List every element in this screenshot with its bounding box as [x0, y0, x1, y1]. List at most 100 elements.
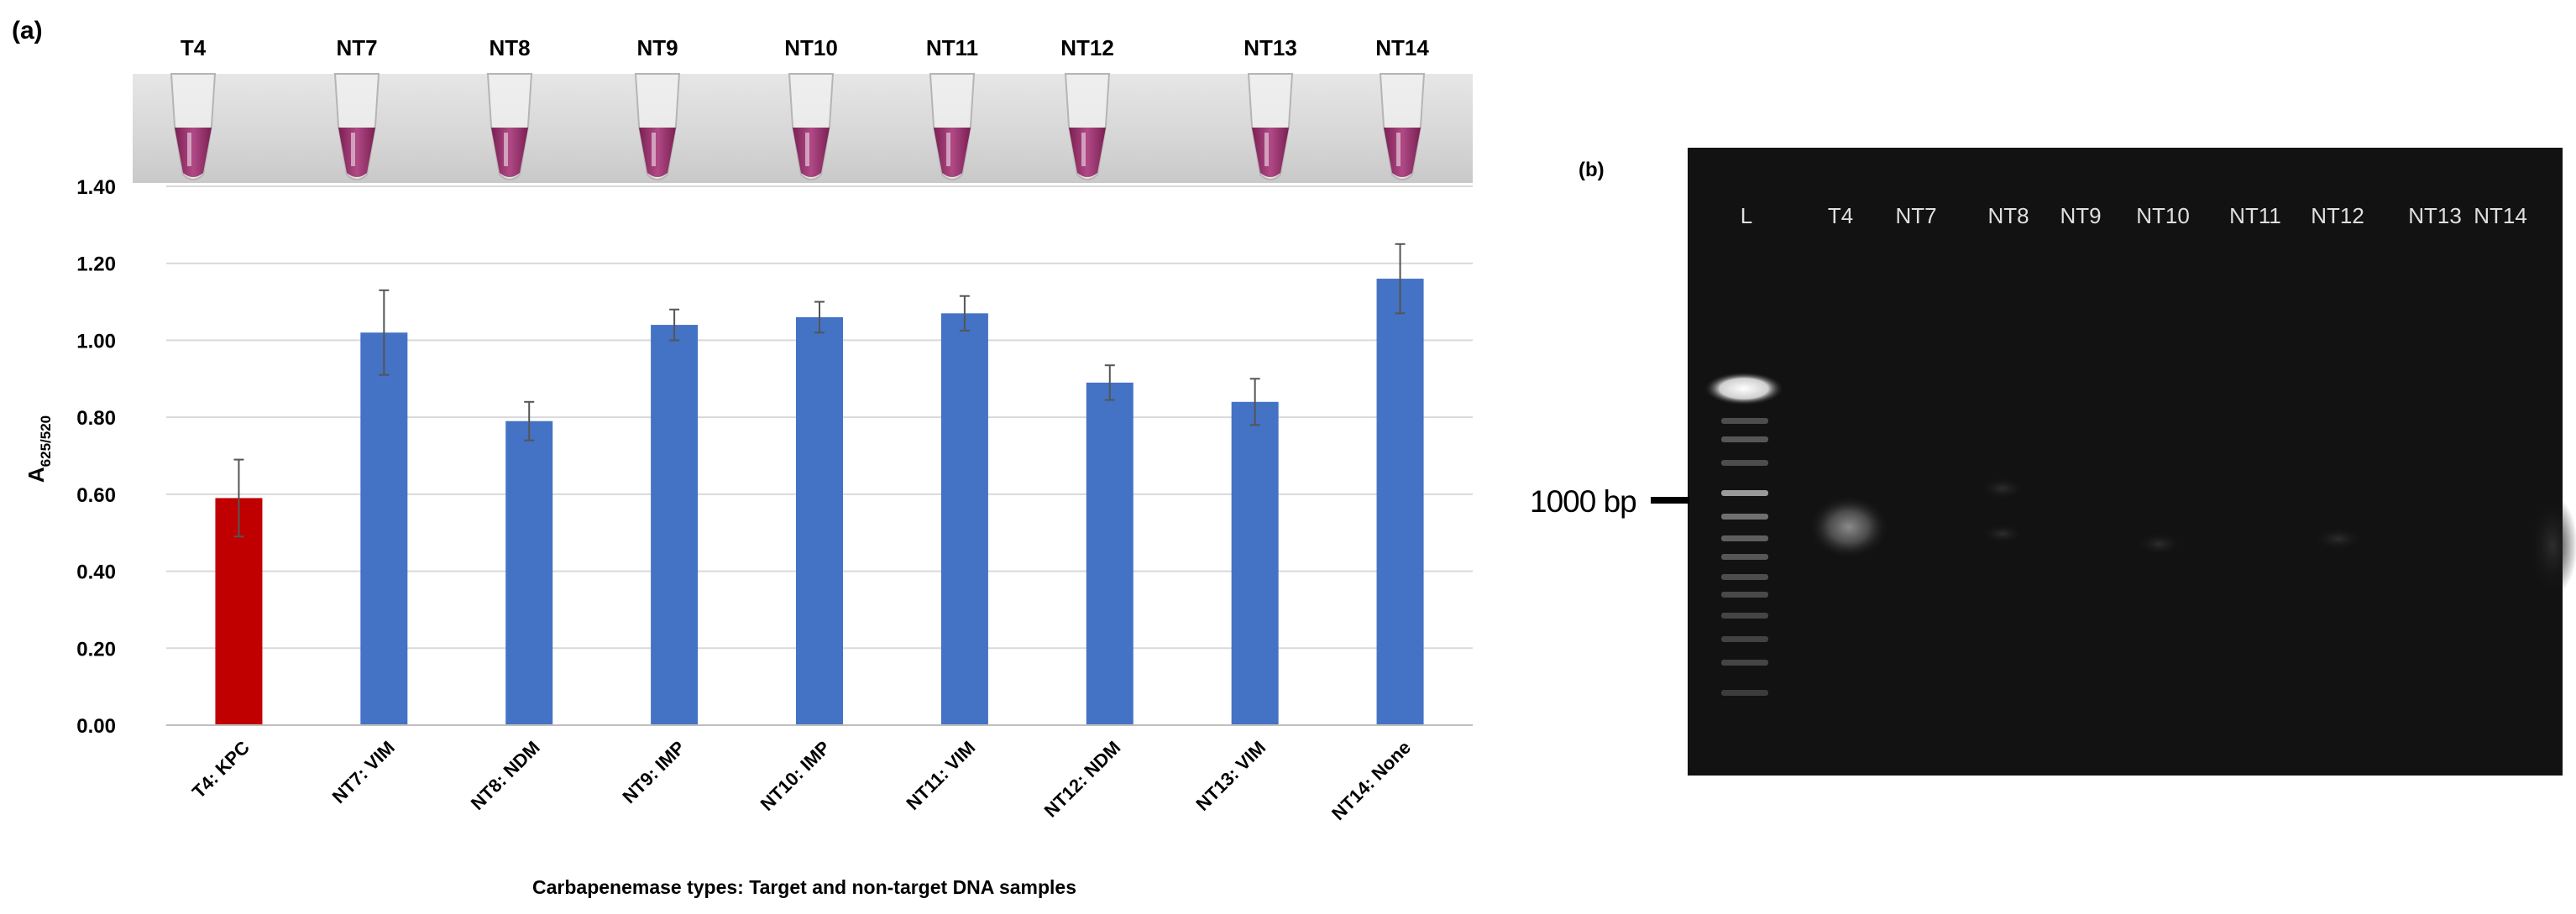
- lane-labels: L T4 NT7 NT8 NT9 NT10 NT11 NT12 NT13 NT14: [1741, 203, 2527, 228]
- bar: [796, 316, 843, 725]
- tube-label: NT9: [636, 35, 678, 60]
- nt8-band-lower: [1981, 524, 2024, 544]
- bar: [1231, 401, 1279, 725]
- tube: [333, 73, 380, 180]
- bar: [1086, 382, 1134, 725]
- lane-label: NT13: [2408, 203, 2462, 228]
- nt12-band: [2313, 527, 2364, 551]
- lane-label: NT14: [2474, 203, 2527, 228]
- lane-label: T4: [1828, 203, 1853, 228]
- x-tick-label: NT11: VIM: [902, 737, 979, 814]
- y-axis-label-sub: 625/520: [38, 415, 54, 467]
- lane-label: L: [1741, 203, 1752, 228]
- lane-label: NT9: [2060, 203, 2101, 228]
- x-tick-label: NT14: None: [1327, 737, 1415, 824]
- error-bar: [233, 458, 244, 538]
- bar: [505, 420, 553, 725]
- panel-b-label: (b): [1579, 159, 1605, 181]
- y-axis-ticks: 0.00 0.20 0.40 0.60 0.80 1.00 1.20 1.40: [76, 176, 116, 738]
- marker-label: 1000 bp: [1530, 484, 1636, 519]
- tube: [1247, 73, 1294, 180]
- y-tick-label: 0.60: [76, 484, 116, 507]
- tube-label: NT11: [926, 35, 978, 60]
- error-bar: [524, 400, 535, 441]
- error-bar: [814, 300, 825, 334]
- lane-label: NT11: [2229, 203, 2281, 228]
- ladder-band: [1721, 613, 1768, 619]
- tube-label: T4: [181, 35, 207, 60]
- tube: [486, 73, 533, 180]
- t4-band: [1809, 495, 1889, 559]
- x-tick-label: NT12: NDM: [1040, 737, 1125, 822]
- lane-label: NT10: [2136, 203, 2190, 228]
- ladder-band: [1721, 660, 1768, 666]
- x-tick-label: NT10: IMP: [757, 737, 835, 815]
- y-tick-label: 0.40: [76, 561, 116, 584]
- tube: [1379, 73, 1426, 180]
- x-axis-ticks: T4: KPC NT7: VIM NT8: NDM NT9: IMP NT10: IMP…: [188, 737, 1415, 824]
- ladder-band: [1721, 554, 1768, 560]
- tube: [1064, 73, 1111, 180]
- nt10-band: [2136, 532, 2183, 556]
- error-bar: [1395, 243, 1406, 315]
- bar: [651, 325, 699, 725]
- ladder-band: [1721, 418, 1768, 424]
- tube-label: NT8: [489, 35, 530, 60]
- ladder-band: [1721, 690, 1768, 696]
- x-tick-label: NT8: NDM: [467, 737, 544, 814]
- y-tick-label: 0.00: [76, 715, 116, 738]
- tube: [634, 73, 681, 180]
- error-bar: [1249, 378, 1260, 426]
- ladder-top-band: [1704, 372, 1784, 405]
- y-tick-label: 1.40: [76, 176, 116, 199]
- y-tick-label: 0.20: [76, 638, 116, 661]
- tube-label: NT10: [784, 35, 838, 60]
- y-axis-label-main: A: [24, 467, 49, 483]
- tube: [929, 73, 976, 180]
- tube-label: NT13: [1243, 35, 1297, 60]
- ladder-band: [1721, 636, 1768, 642]
- svg-text:A625/520: A625/520: [24, 415, 54, 483]
- x-tick-label: T4: KPC: [188, 737, 254, 802]
- nt8-band-upper: [1979, 477, 2026, 500]
- ladder-bands: [1721, 418, 1768, 696]
- tube-labels: T4 NT7 NT8 NT9 NT10 NT11 NT12 NT13 NT14: [181, 35, 1430, 60]
- ladder-band: [1721, 574, 1768, 580]
- tube-label: NT14: [1375, 35, 1429, 60]
- lane-label: NT7: [1895, 203, 1936, 228]
- bar: [940, 313, 988, 725]
- lane-label: NT8: [1987, 203, 2029, 228]
- x-tick-label: NT7: VIM: [328, 737, 399, 807]
- ladder-band: [1721, 592, 1768, 598]
- y-tick-label: 1.00: [76, 330, 116, 353]
- error-bar: [959, 295, 970, 332]
- error-bars: [233, 243, 1406, 538]
- error-bar: [669, 308, 680, 342]
- x-tick-label: NT9: IMP: [618, 737, 689, 807]
- error-bar: [1104, 364, 1115, 401]
- y-tick-label: 1.20: [76, 253, 116, 276]
- error-bar: [379, 289, 390, 376]
- ladder-band: [1721, 514, 1768, 520]
- panel-a-label: (a): [12, 17, 43, 44]
- y-axis-label: A625/520: [24, 415, 54, 483]
- tube-photo: [133, 73, 1473, 183]
- y-tick-label: 0.80: [76, 407, 116, 430]
- ladder-band: [1721, 460, 1768, 466]
- tube: [170, 73, 217, 180]
- lane-label: NT12: [2311, 203, 2364, 228]
- ladder-band: [1721, 436, 1768, 442]
- edge-smear: [2527, 495, 2576, 596]
- gel-image: L T4 NT7 NT8 NT9 NT10 NT11 NT12 NT13 NT14: [1688, 148, 2576, 776]
- bar: [1376, 279, 1424, 725]
- ladder-band: [1721, 535, 1768, 541]
- tube-label: NT12: [1060, 35, 1114, 60]
- bars: [215, 279, 1424, 725]
- bar-chart: 0.00 0.20 0.40 0.60 0.80 1.00 1.20 1.40 T4: KPC…: [24, 176, 1473, 898]
- tube: [788, 73, 835, 180]
- x-tick-label: NT13: VIM: [1191, 737, 1270, 815]
- x-axis-title: Carbapenemase types: Target and non-targ…: [532, 876, 1076, 898]
- tube-label: NT7: [336, 35, 377, 60]
- ladder-band: [1721, 490, 1768, 496]
